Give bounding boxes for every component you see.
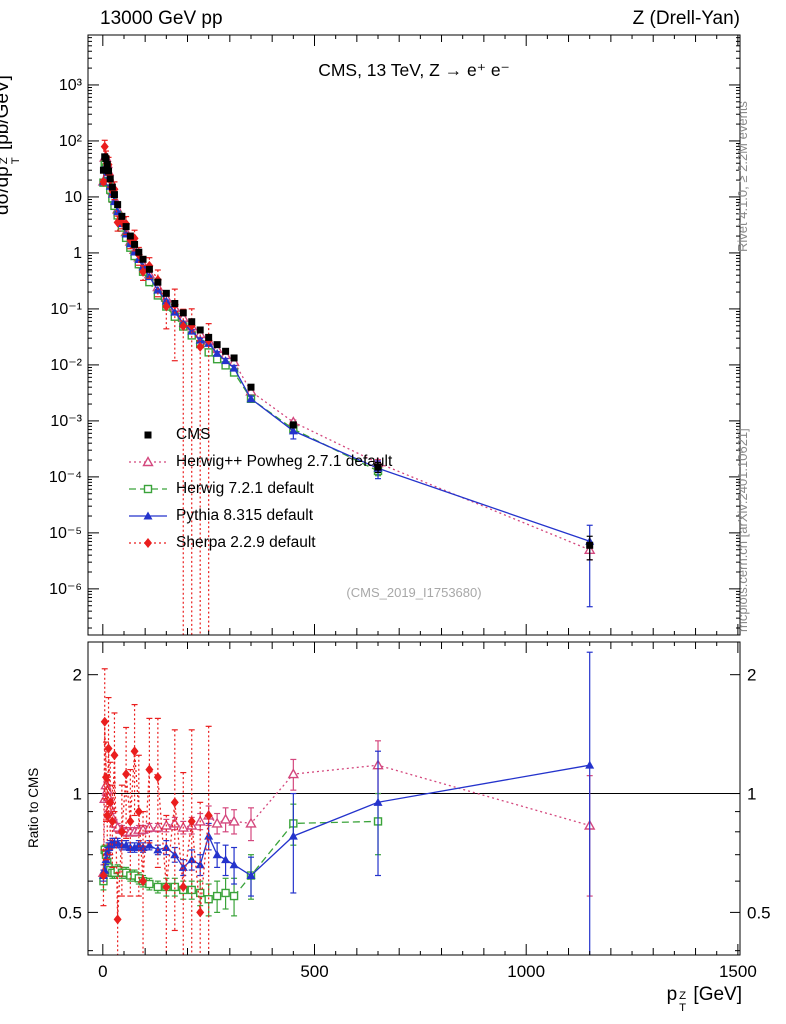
y-axis-label-main: dσ/dp ZT [pb/GeV] (0, 75, 22, 215)
svg-text:1000: 1000 (507, 962, 545, 981)
svg-text:10⁻¹: 10⁻¹ (50, 301, 82, 318)
mcplots-attribution-label: mcplots.cern.ch [arXiv:2401.10621] (735, 428, 750, 632)
y-axis-label-supsub: ZT (0, 157, 23, 164)
rivet-version-label: Rivet 4.1.0, ≥ 2.2M events (735, 101, 750, 252)
svg-text:0.5: 0.5 (747, 903, 771, 922)
svg-text:10⁻⁴: 10⁻⁴ (49, 469, 82, 486)
legend-marker-herwig7 (129, 484, 167, 493)
legend-item-cms: CMS (128, 421, 392, 448)
legend-marker-cms (144, 431, 152, 438)
process-label: Z (Drell-Yan) (632, 8, 740, 29)
legend-marker-sherpa (129, 537, 167, 548)
y-axis-label-suffix: [pb/GeV] (0, 75, 13, 151)
legend-item-herwigpp-powheg: Herwig++ Powheg 2.7.1 default (128, 448, 392, 475)
svg-text:10³: 10³ (59, 77, 83, 94)
svg-text:10⁻⁶: 10⁻⁶ (49, 581, 82, 598)
y-axis-label-sub: T (10, 157, 23, 165)
analysis-id-watermark: (CMS_2019_I1753680) (346, 585, 482, 600)
svg-text:1: 1 (73, 785, 82, 804)
y-axis-label-ratio: Ratio to CMS (26, 767, 41, 848)
svg-text:0.5: 0.5 (58, 903, 82, 922)
legend-label-cms: CMS (176, 425, 211, 443)
x-axis-label-sup: Z (679, 990, 687, 1003)
svg-text:10²: 10² (59, 133, 83, 150)
svg-text:1: 1 (73, 245, 82, 262)
legend-label-sherpa: Sherpa 2.2.9 default (176, 533, 316, 551)
x-axis-label-prefix: p (666, 984, 678, 1005)
svg-text:500: 500 (300, 962, 328, 981)
svg-text:1: 1 (747, 785, 756, 804)
svg-text:10⁻²: 10⁻² (50, 357, 82, 374)
beam-energy-label: 13000 GeV pp (100, 8, 223, 29)
x-axis-label-suffix: [GeV] (688, 984, 742, 1005)
legend-label-herwigpp-powheg: Herwig++ Powheg 2.7.1 default (176, 452, 393, 470)
svg-text:10: 10 (64, 189, 82, 206)
y-axis-label-prefix: dσ/dp (0, 166, 13, 215)
legend: CMS Herwig++ Powheg 2.7.1 default Herwig… (128, 421, 392, 556)
legend-marker-pythia8 (129, 511, 167, 519)
svg-text:0: 0 (98, 962, 107, 981)
svg-text:1500: 1500 (719, 962, 757, 981)
plot-title: CMS, 13 TeV, Z → e⁺ e⁻ (318, 60, 510, 80)
legend-item-herwig7: Herwig 7.2.1 default (128, 475, 392, 502)
svg-text:2: 2 (747, 666, 756, 685)
legend-item-sherpa: Sherpa 2.2.9 default (128, 529, 392, 556)
legend-label-pythia8: Pythia 8.315 default (176, 506, 314, 524)
svg-text:2: 2 (73, 666, 82, 685)
svg-text:10⁻⁵: 10⁻⁵ (49, 525, 82, 542)
svg-text:10⁻³: 10⁻³ (50, 413, 82, 430)
legend-item-pythia8: Pythia 8.315 default (128, 502, 392, 529)
legend-label-herwig7: Herwig 7.2.1 default (176, 479, 314, 497)
x-axis-label-sub: T (679, 1002, 687, 1015)
legend-marker-herwigpp-powheg (129, 455, 167, 466)
